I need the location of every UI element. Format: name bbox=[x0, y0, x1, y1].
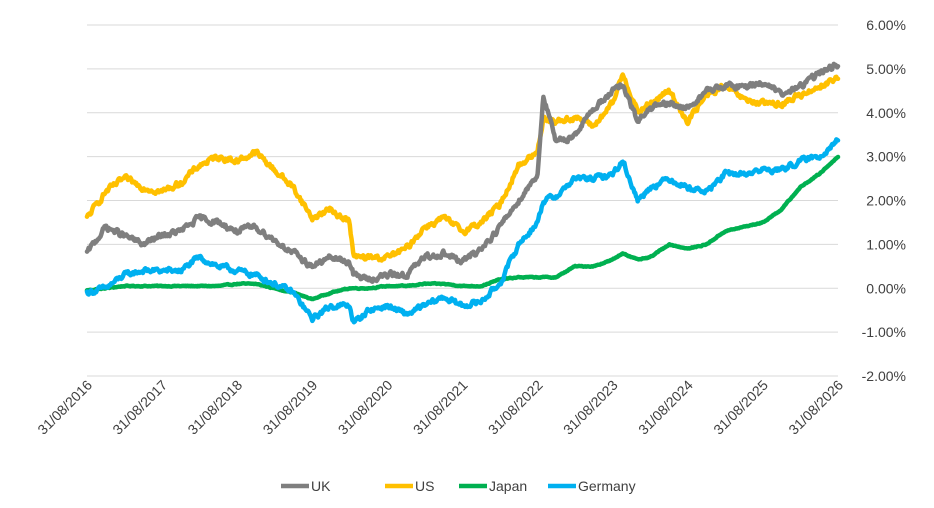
y-tick-label: 5.00% bbox=[866, 61, 906, 77]
gridlines bbox=[87, 24, 838, 377]
y-tick-label: 1.00% bbox=[866, 236, 906, 252]
y-tick-label: 0.00% bbox=[866, 280, 906, 296]
x-tick-label: 31/08/2021 bbox=[410, 377, 471, 438]
y-tick-label: 4.00% bbox=[866, 105, 906, 121]
y-tick-label: -2.00% bbox=[862, 368, 906, 384]
x-tick-label: 31/08/2023 bbox=[560, 377, 621, 438]
y-tick-label: 2.00% bbox=[866, 193, 906, 209]
series-line-uk bbox=[84, 61, 841, 284]
y-tick-label: -1.00% bbox=[862, 324, 906, 340]
y-tick-label: 3.00% bbox=[866, 149, 906, 165]
x-axis-ticks: 31/08/2016 31/08/2017 31/08/2018 31/08/2019… bbox=[34, 377, 846, 438]
x-tick-label: 31/08/2022 bbox=[485, 377, 546, 438]
x-tick-label: 31/08/2016 bbox=[34, 377, 95, 438]
legend-label-us: US bbox=[415, 478, 434, 494]
x-tick-label: 31/08/2017 bbox=[109, 377, 170, 438]
x-tick-label: 31/08/2026 bbox=[785, 377, 846, 438]
legend-label-uk: UK bbox=[311, 478, 331, 494]
y-axis-ticks: 6.00% 5.00% 4.00% 3.00% 2.00% 1.00% 0.00% -1.00… bbox=[862, 17, 906, 384]
series-line-germany bbox=[84, 137, 841, 325]
y-tick-label: 6.00% bbox=[866, 17, 906, 33]
x-tick-label: 31/08/2025 bbox=[710, 377, 771, 438]
x-tick-label: 31/08/2020 bbox=[335, 377, 396, 438]
legend-label-germany: Germany bbox=[578, 478, 636, 494]
x-tick-label: 31/08/2018 bbox=[184, 377, 245, 438]
x-tick-label: 31/08/2019 bbox=[260, 377, 321, 438]
x-tick-label: 31/08/2024 bbox=[635, 377, 696, 438]
legend: UK US Japan Germany bbox=[281, 478, 636, 494]
series-lines bbox=[84, 61, 841, 325]
legend-label-japan: Japan bbox=[489, 478, 527, 494]
series-line-japan bbox=[84, 154, 841, 302]
